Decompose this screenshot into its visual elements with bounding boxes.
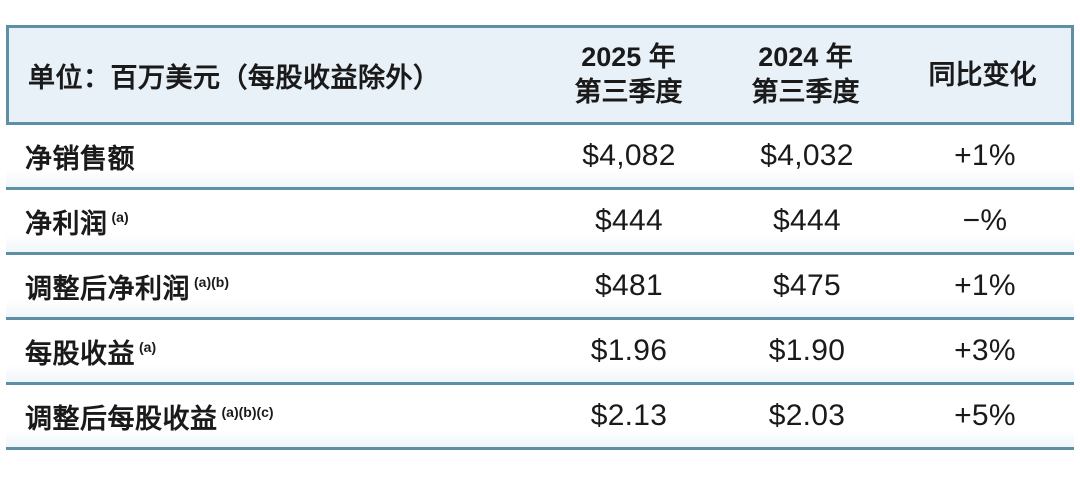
value-q3-2025: $481: [595, 269, 663, 302]
table-row-adjusted-net-profit: 调整后净利润 (a)(b) $481 $475 +1%: [6, 255, 1074, 320]
value-q3-2025: $1.96: [590, 334, 668, 367]
footnote-superscript: (a)(b): [194, 273, 229, 290]
column-header-q3-2024: 2024 年 第三季度: [717, 40, 894, 110]
row-label: 调整后每股收益 (a)(b)(c): [6, 397, 540, 436]
row-label-text: 净利润: [25, 208, 108, 239]
financial-results-table: 单位：百万美元（每股收益除外） 2025 年 第三季度 2024 年 第三季度 …: [6, 25, 1074, 450]
footnote-superscript: (a)(b)(c): [221, 403, 274, 420]
unit-label: 单位：百万美元（每股收益除外）: [28, 62, 441, 93]
row-label: 净利润 (a): [6, 202, 540, 241]
row-label-text: 每股收益: [25, 338, 135, 369]
value-q3-2024: $444: [773, 204, 841, 237]
value-q3-2025: $4,082: [582, 139, 676, 172]
value-q3-2024: $4,032: [760, 139, 854, 172]
footnote-superscript: (a): [139, 338, 157, 355]
value-yoy: +3%: [954, 334, 1016, 367]
value-yoy: +5%: [954, 399, 1016, 432]
column-header-yoy-change: 同比变化: [894, 58, 1071, 93]
value-yoy: +1%: [954, 269, 1016, 302]
row-label: 净销售额: [6, 137, 540, 176]
value-q3-2024: $475: [773, 269, 841, 302]
column-header-q3-2025-line2: 第三季度: [574, 77, 683, 107]
row-label: 每股收益 (a): [6, 332, 540, 371]
value-q3-2025: $444: [595, 204, 663, 237]
column-header-q3-2025: 2025 年 第三季度: [540, 40, 717, 110]
value-q3-2024: $2.03: [768, 399, 846, 432]
column-header-q3-2024-line2: 第三季度: [751, 77, 860, 107]
table-row-net-profit: 净利润 (a) $444 $444 −%: [6, 190, 1074, 255]
value-yoy: +1%: [954, 139, 1016, 172]
column-header-q3-2024-line1: 2024 年: [758, 42, 853, 72]
table-row-eps: 每股收益 (a) $1.96 $1.90 +3%: [6, 320, 1074, 385]
column-header-yoy-change-label: 同比变化: [928, 59, 1037, 90]
value-q3-2024: $1.90: [768, 334, 846, 367]
row-label-text: 净销售额: [25, 143, 135, 174]
table-header-row: 单位：百万美元（每股收益除外） 2025 年 第三季度 2024 年 第三季度 …: [6, 25, 1074, 125]
value-yoy: −%: [962, 204, 1008, 237]
row-label-text: 调整后每股收益: [25, 403, 218, 434]
row-label-text: 调整后净利润: [25, 273, 190, 304]
row-label: 调整后净利润 (a)(b): [6, 267, 540, 306]
table-row-net-sales: 净销售额 $4,082 $4,032 +1%: [6, 125, 1074, 190]
table-row-adjusted-eps: 调整后每股收益 (a)(b)(c) $2.13 $2.03 +5%: [6, 385, 1074, 450]
footnote-superscript: (a): [111, 208, 129, 225]
value-q3-2025: $2.13: [590, 399, 668, 432]
column-header-q3-2025-line1: 2025 年: [581, 42, 676, 72]
